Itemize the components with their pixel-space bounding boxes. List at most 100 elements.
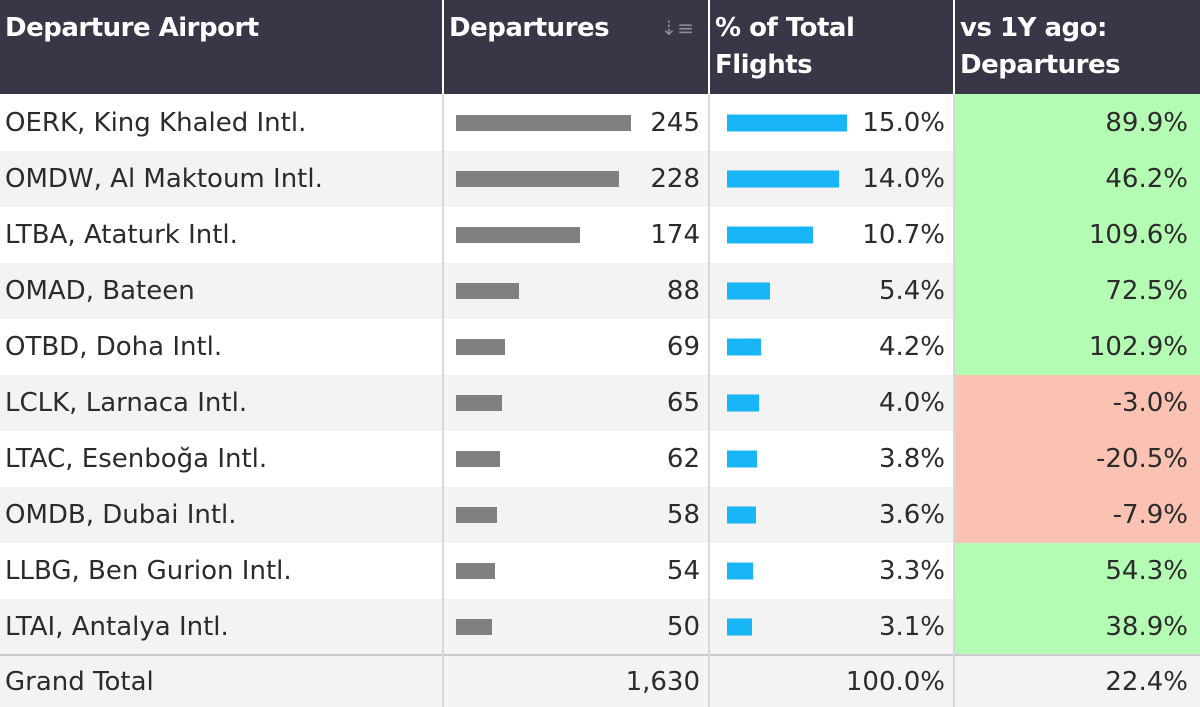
table-row[interactable]: OTBD, Doha Intl. 69 4.2% 102.9% [0,319,1200,375]
departures-cell: 54 [443,543,710,599]
vs-1y-cell: 89.9% [954,94,1200,151]
departures-cell: 62 [443,431,710,487]
departures-bar [456,283,519,299]
pct-value: 3.3% [878,556,945,586]
vs-1y-cell: -3.0% [954,375,1200,431]
pct-cell: 3.3% [709,543,955,599]
departures-bar [456,171,619,187]
departures-value: 58 [666,500,700,530]
grand-total-row: Grand Total 1,630 100.0% 22.4% [0,654,1200,707]
departures-value: 54 [666,556,700,586]
header-vs-line1: vs 1Y ago: [960,13,1107,43]
pct-value: 3.1% [878,611,945,642]
table-row[interactable]: OMDW, Al Maktoum Intl. 228 14.0% 46.2% [0,151,1200,207]
grand-total-departures: 1,630 [443,654,710,707]
pct-value: 14.0% [862,164,945,194]
pct-value: 4.0% [878,388,945,418]
departures-value: 65 [666,388,700,418]
header-pct-total[interactable]: % of Total Flights [709,0,955,94]
departures-bar [456,618,492,635]
pct-value: 5.4% [878,276,945,306]
departures-cell: 88 [443,263,710,319]
departures-bar [456,507,498,523]
table-row[interactable]: OMAD, Bateen 88 5.4% 72.5% [0,263,1200,319]
departures-cell: 174 [443,207,710,263]
departures-bar [456,563,495,579]
header-departures-label: Departures [449,13,610,43]
pct-value: 3.8% [878,444,945,474]
header-departures[interactable]: Departures ⇣≡ [443,0,710,94]
pct-value: 10.7% [862,220,945,250]
departures-bar [456,451,501,467]
departures-bar [456,395,503,411]
pct-cell: 15.0% [709,94,955,151]
pct-value: 4.2% [878,332,945,362]
departures-value: 62 [666,444,700,474]
pct-bar [727,226,813,244]
departures-value: 245 [650,107,700,138]
pct-cell: 3.6% [709,487,955,543]
sort-descending-icon[interactable]: ⇣≡ [660,16,694,40]
pct-value: 15.0% [862,107,945,138]
vs-1y-cell: 72.5% [954,263,1200,319]
pct-bar [727,114,847,131]
table-row[interactable]: LTAC, Esenboğa Intl. 62 3.8% -20.5% [0,431,1200,487]
vs-1y-cell: 46.2% [954,151,1200,207]
airport-cell: LTBA, Ataturk Intl. [0,207,444,263]
header-pct-line1: % of Total [715,13,855,43]
pct-bar [727,506,756,524]
departures-value: 174 [650,220,700,250]
pct-bar [727,562,754,580]
table-row[interactable]: LTAI, Antalya Intl. 50 3.1% 38.9% [0,599,1200,655]
airport-cell: OERK, King Khaled Intl. [0,94,444,151]
vs-1y-cell: 102.9% [954,319,1200,375]
airport-cell: LLBG, Ben Gurion Intl. [0,543,444,599]
airport-cell: LTAI, Antalya Intl. [0,599,444,655]
vs-1y-cell: -7.9% [954,487,1200,543]
departures-cell: 245 [443,94,710,151]
airport-cell: OMAD, Bateen [0,263,444,319]
departures-bar [456,114,631,131]
departures-value: 69 [666,332,700,362]
header-airport-label: Departure Airport [5,13,259,43]
header-vs-1y[interactable]: vs 1Y ago: Departures [954,0,1200,94]
pct-bar [727,338,761,356]
vs-1y-cell: 109.6% [954,207,1200,263]
table-row[interactable]: OMDB, Dubai Intl. 58 3.6% -7.9% [0,487,1200,543]
pct-bar [727,282,771,300]
airport-cell: OMDB, Dubai Intl. [0,487,444,543]
pct-value: 3.6% [878,500,945,530]
departures-cell: 58 [443,487,710,543]
departures-value: 228 [650,164,700,194]
departures-cell: 69 [443,319,710,375]
departures-bar [456,227,581,243]
table-row[interactable]: OERK, King Khaled Intl. 245 15.0% 89.9% [0,94,1200,151]
header-row: Departure Airport Departures ⇣≡ % of Tota… [0,0,1200,94]
table-row[interactable]: LLBG, Ben Gurion Intl. 54 3.3% 54.3% [0,543,1200,599]
pct-bar [727,450,758,468]
departures-cell: 228 [443,151,710,207]
grand-total-pct: 100.0% [709,654,955,707]
pct-bar [727,170,839,188]
departures-value: 50 [666,611,700,642]
departures-value: 88 [666,276,700,306]
table-row[interactable]: LCLK, Larnaca Intl. 65 4.0% -3.0% [0,375,1200,431]
airport-cell: LTAC, Esenboğa Intl. [0,431,444,487]
airport-cell: OMDW, Al Maktoum Intl. [0,151,444,207]
airport-cell: LCLK, Larnaca Intl. [0,375,444,431]
pct-cell: 10.7% [709,207,955,263]
grand-total-label: Grand Total [0,654,444,707]
vs-1y-cell: -20.5% [954,431,1200,487]
header-departure-airport[interactable]: Departure Airport [0,0,444,94]
table-row[interactable]: LTBA, Ataturk Intl. 174 10.7% 109.6% [0,207,1200,263]
departures-cell: 50 [443,599,710,655]
pct-cell: 5.4% [709,263,955,319]
departures-bar [456,339,506,355]
pct-cell: 4.2% [709,319,955,375]
vs-1y-cell: 38.9% [954,599,1200,655]
departures-cell: 65 [443,375,710,431]
header-vs-line2: Departures [960,50,1121,80]
pct-bar [727,394,759,412]
header-pct-line2: Flights [715,50,813,80]
